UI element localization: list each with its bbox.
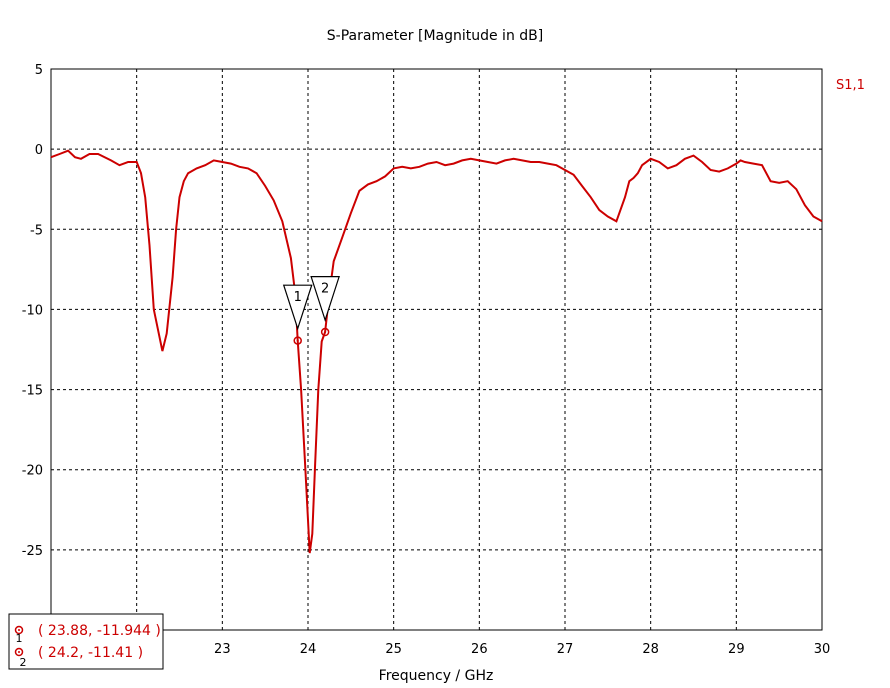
x-tick-label: 28 <box>642 642 659 657</box>
marker-point <box>293 336 302 345</box>
marker-info-icon-2 <box>14 647 24 657</box>
y-tick-label: -20 <box>22 464 43 479</box>
y-tick-label: -15 <box>22 384 43 399</box>
marker-triangle <box>310 276 340 322</box>
marker-info-id-1: 1 <box>16 632 23 645</box>
plot-area <box>50 68 823 631</box>
grid-lines <box>51 69 822 630</box>
marker-info-value-2: ( 24.2, -11.41 ) <box>38 645 143 661</box>
x-tick-label: 23 <box>214 642 231 657</box>
legend-entry-s11: S1,1 <box>836 78 865 93</box>
y-tick-label: -10 <box>22 303 43 318</box>
marker-info-id-2: 2 <box>20 656 27 669</box>
marker-2: 2 <box>310 276 340 337</box>
y-tick-label: 5 <box>35 63 43 78</box>
marker-info-value-1: ( 23.88, -11.944 ) <box>38 623 161 639</box>
x-tick-label: 25 <box>385 642 402 657</box>
y-tick-label: -5 <box>30 223 43 238</box>
y-tick-label: 0 <box>35 143 43 158</box>
marker-triangle <box>282 284 313 331</box>
x-axis-label: Frequency / GHz <box>379 668 494 684</box>
marker-info-box: 1 ( 23.88, -11.944 ) 2 ( 24.2, -11.41 ) <box>8 613 164 670</box>
x-tick-label: 29 <box>728 642 745 657</box>
x-tick-label: 30 <box>814 642 831 657</box>
x-tick-label: 27 <box>557 642 574 657</box>
marker-number: 1 <box>294 290 302 305</box>
marker-info-frame <box>8 613 164 670</box>
y-tick-label: -25 <box>22 544 43 559</box>
markers: 12 <box>282 276 340 345</box>
x-tick-label: 24 <box>300 642 317 657</box>
marker-1: 1 <box>282 284 313 345</box>
y-axis-ticks: 5 0 -5 -10 -15 -20 -25 <box>22 63 43 559</box>
x-tick-label: 26 <box>471 642 488 657</box>
marker-info-icon-1 <box>14 625 24 635</box>
chart-title: S-Parameter [Magnitude in dB] <box>327 28 543 44</box>
marker-point-center <box>324 331 327 334</box>
marker-number: 2 <box>321 282 329 297</box>
marker-point <box>320 327 330 337</box>
series-line-s11 <box>50 149 823 554</box>
x-axis-ticks: 222324252627282930 <box>128 642 830 657</box>
marker-point-center <box>296 339 299 342</box>
